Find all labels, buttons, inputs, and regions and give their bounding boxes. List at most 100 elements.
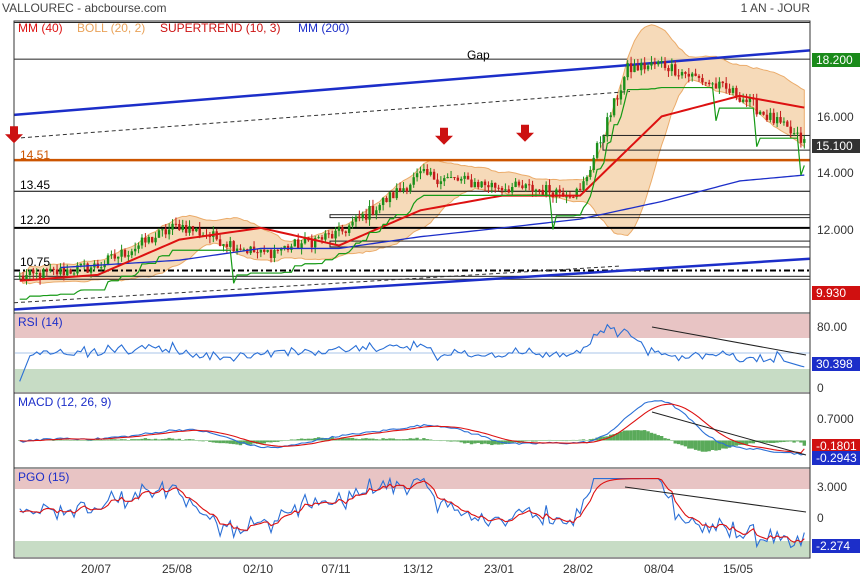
- candle-body: [653, 62, 657, 65]
- candle-body: [602, 136, 606, 143]
- candle-body: [626, 63, 629, 78]
- candle-body: [293, 239, 297, 247]
- badge-9930-bg: [812, 286, 860, 300]
- macd-histogram-bar: [371, 438, 375, 441]
- candle-body: [762, 111, 765, 115]
- macd-signal-badge: -0.1801: [816, 439, 857, 453]
- macd-histogram-bar: [731, 440, 735, 446]
- candle-body: [361, 214, 364, 219]
- candle-body: [718, 81, 721, 89]
- candle-body: [531, 184, 534, 192]
- candle-body: [687, 73, 691, 77]
- candle-body: [167, 229, 171, 235]
- candle-body: [412, 177, 415, 185]
- macd-histogram-bar: [106, 439, 110, 441]
- candle-body: [229, 241, 232, 247]
- macd-histogram-bar: [608, 434, 613, 441]
- candle-body: [45, 269, 49, 271]
- candle-body: [473, 181, 477, 188]
- candle-body: [674, 64, 677, 76]
- candle-body: [565, 196, 568, 198]
- candle-body: [303, 237, 307, 244]
- candle-body: [398, 188, 402, 191]
- candle-body: [337, 227, 341, 231]
- sell-arrow-marker: [5, 126, 23, 144]
- candle-body: [164, 229, 167, 235]
- macd-histogram-bar: [187, 439, 192, 441]
- macd-histogram-bar: [578, 439, 582, 441]
- macd-histogram-bar: [673, 440, 677, 444]
- candle-body: [28, 269, 32, 276]
- macd-histogram-bar: [670, 440, 674, 441]
- candle-body: [402, 188, 405, 191]
- candle-body: [116, 256, 120, 259]
- macd-histogram-bar: [592, 438, 596, 441]
- macd-divergence-line: [651, 411, 807, 456]
- macd-histogram-bar: [116, 439, 120, 441]
- macd-histogram-bar: [364, 438, 368, 441]
- candle-body: [375, 210, 378, 215]
- candle-body: [755, 99, 758, 115]
- macd-histogram-bar: [707, 440, 711, 452]
- macd-histogram-bar: [367, 438, 372, 441]
- macd-histogram-bar: [653, 433, 657, 441]
- macd-histogram-bar: [507, 440, 511, 444]
- candle-body: [198, 228, 201, 236]
- badge-18200: 18.200: [816, 53, 853, 67]
- candle-body: [731, 87, 735, 93]
- macd-histogram-bar: [65, 439, 69, 441]
- candle-body: [510, 187, 514, 193]
- macd-histogram-bar: [170, 438, 175, 441]
- candle-body: [215, 231, 218, 240]
- candle-body: [534, 189, 538, 192]
- candle-body: [120, 249, 123, 257]
- candle-body: [140, 237, 144, 246]
- macd-histogram-bar: [259, 440, 263, 445]
- candle-body: [697, 75, 701, 78]
- macd-histogram-bar: [381, 438, 385, 441]
- macd-histogram-bar: [693, 440, 698, 450]
- candle-body: [704, 82, 708, 84]
- macd-histogram-bar: [629, 430, 633, 441]
- candle-body: [497, 187, 500, 189]
- macd-histogram-bar: [680, 440, 684, 446]
- macd-histogram-bar: [177, 438, 182, 441]
- channel-lower-line: [13, 257, 811, 311]
- macd-histogram-bar: [126, 440, 131, 441]
- y-tick-16: 16.000: [817, 110, 854, 124]
- macd-histogram-bar: [761, 440, 766, 443]
- macd-histogram-bar: [639, 430, 643, 441]
- macd-histogram-bar: [602, 436, 606, 441]
- macd-histogram-bar: [524, 440, 528, 442]
- candle-body: [144, 237, 147, 243]
- macd-histogram-bar: [72, 440, 76, 441]
- candle-body: [225, 244, 229, 247]
- candle-body: [555, 189, 558, 198]
- rsi-label: RSI (14): [18, 315, 63, 329]
- candle-body: [466, 175, 470, 180]
- macd-histogram-bar: [269, 440, 273, 443]
- candle-body: [368, 206, 371, 220]
- macd-histogram-bar: [659, 436, 664, 441]
- candle-body: [599, 142, 602, 144]
- macd-histogram-bar: [473, 440, 477, 444]
- candle-body: [453, 177, 456, 179]
- macd-histogram-bar: [595, 437, 599, 441]
- candle-body: [395, 188, 398, 199]
- candle-body: [578, 188, 582, 190]
- macd-histogram-bar: [646, 431, 650, 441]
- sell-arrow-marker: [516, 124, 534, 142]
- macd-histogram-bar: [772, 440, 776, 443]
- candle-body: [738, 97, 741, 102]
- rsi-overbought-zone: [15, 314, 810, 338]
- candle-body: [79, 263, 83, 266]
- macd-histogram-bar: [456, 440, 460, 442]
- macd-histogram-bar: [575, 440, 579, 441]
- macd-histogram-bar: [282, 440, 287, 441]
- box-zone: [329, 240, 811, 248]
- candle-body: [575, 188, 578, 198]
- candle-body: [504, 189, 507, 191]
- macd-histogram-bar: [721, 440, 725, 449]
- macd-histogram-bar: [130, 439, 134, 441]
- pgo-tick-3: 3.000: [817, 480, 847, 494]
